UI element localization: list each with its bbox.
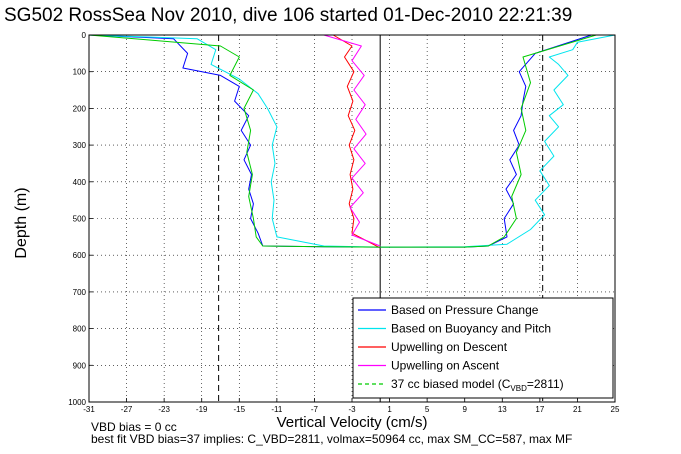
legend-label: Upwelling on Ascent [391, 359, 500, 373]
chart-title: SG502 RossSea Nov 2010, dive 106 started… [4, 5, 573, 26]
x-ticks: -31 -27 -23 -19 -15 -11 -7 -3 1 5 9 13 17 21 25 [83, 398, 620, 414]
legend-label: Based on Buoyancy and Pitch [391, 322, 551, 336]
x-tick-label: -3 [348, 405, 356, 414]
y-tick-label: 200 [73, 104, 87, 113]
x-tick-label: -11 [271, 405, 283, 414]
x-tick-label: -15 [234, 405, 246, 414]
y-tick-label: 1000 [68, 398, 86, 407]
y-tick-label: 800 [73, 325, 87, 334]
x-tick-label: 5 [425, 405, 430, 414]
x-tick-label: 9 [462, 405, 467, 414]
x-tick-label: -23 [158, 405, 170, 414]
x-tick-label: 21 [573, 405, 582, 414]
x-tick-label: -19 [196, 405, 208, 414]
vbd-bias-note: VBD bias = 0 cc [91, 420, 177, 434]
y-tick-label: 400 [73, 178, 87, 187]
legend-label: 37 cc biased model (CVBD=2811) [391, 377, 564, 393]
y-tick-label: 300 [73, 141, 87, 150]
series-line-3 [332, 34, 381, 249]
y-tick-label: 0 [82, 31, 87, 40]
x-tick-label: -31 [83, 405, 95, 414]
y-tick-label: 900 [73, 361, 87, 370]
series-line-4 [323, 34, 381, 247]
series-lines [88, 34, 616, 249]
y-tick-label: 600 [73, 251, 87, 260]
series-line-5 [88, 34, 597, 248]
y-tick-label: 500 [73, 215, 87, 224]
legend: Based on Pressure Change Based on Buoyanc… [352, 297, 614, 399]
best-fit-note: best fit VBD bias=37 implies: C_VBD=2811… [91, 432, 573, 446]
x-tick-label: 17 [535, 405, 544, 414]
x-axis-label: Vertical Velocity (cm/s) [276, 414, 428, 431]
legend-box [352, 297, 614, 399]
y-tick-label: 700 [73, 288, 87, 297]
x-tick-label: 25 [611, 405, 620, 414]
legend-label: Upwelling on Descent [391, 340, 508, 354]
x-tick-label: 1 [387, 405, 392, 414]
x-tick-label: -27 [121, 405, 133, 414]
x-tick-label: 13 [498, 405, 507, 414]
series-line-2 [88, 34, 616, 248]
y-tick-label: 100 [73, 68, 87, 77]
legend-label: Based on Pressure Change [391, 303, 539, 317]
x-tick-label: -7 [311, 405, 319, 414]
y-ticks: 0 100 200 300 400 500 600 700 800 900 1000 [68, 31, 93, 407]
